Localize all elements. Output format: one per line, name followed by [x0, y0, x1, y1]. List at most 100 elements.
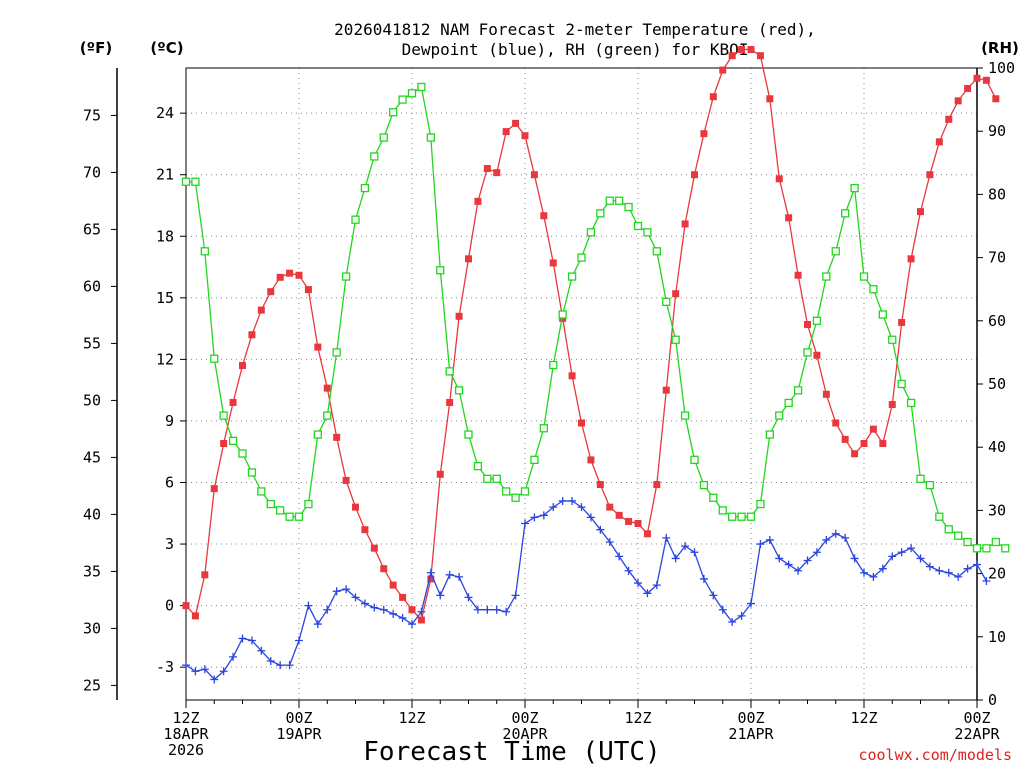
- temperature-point: [399, 593, 407, 601]
- temperature-point: [568, 372, 576, 380]
- dewpoint-point: [389, 609, 398, 618]
- dewpoint-point: [841, 533, 850, 542]
- temperature-point: [483, 165, 491, 173]
- dewpoint-point: [878, 564, 887, 573]
- rh-point: [407, 89, 417, 98]
- celsius-tick-label: 0: [165, 597, 174, 615]
- dewpoint-point: [342, 585, 351, 594]
- temperature-point: [813, 351, 821, 359]
- rh-point: [549, 360, 558, 370]
- rh-point: [784, 398, 793, 408]
- dewpoint-point: [897, 548, 906, 557]
- dewpoint-point: [295, 636, 303, 645]
- dewpoint-point: [690, 548, 699, 557]
- temperature-point: [945, 115, 953, 123]
- rh-point: [502, 487, 511, 496]
- rh-point: [473, 462, 483, 471]
- fahrenheit-tick-label: 60: [83, 277, 101, 295]
- rh-point: [643, 228, 652, 237]
- rh-point: [972, 544, 982, 553]
- temperature-point: [879, 440, 887, 448]
- rh-tick-label: 60: [988, 312, 1006, 330]
- rh-point: [426, 133, 435, 142]
- temperature-point: [493, 169, 501, 177]
- rh-point: [436, 266, 445, 275]
- dewpoint-point: [747, 599, 755, 608]
- rh-point: [351, 215, 360, 224]
- dewpoint-point: [219, 667, 228, 676]
- rh-point: [257, 487, 266, 496]
- temperature-point: [766, 95, 774, 103]
- celsius-tick-label: 18: [156, 227, 174, 245]
- chart-title-line2: Dewpoint (blue), RH (green) for KBOI: [402, 40, 749, 59]
- rh-point: [200, 247, 209, 256]
- temperature-point: [276, 273, 284, 281]
- rh-point: [709, 493, 718, 502]
- temperature-point: [625, 517, 633, 525]
- data-series: [181, 46, 1010, 684]
- dewpoint-point: [775, 554, 784, 563]
- rh-point: [294, 512, 304, 521]
- dewpoint-point: [596, 525, 605, 534]
- rh-point: [389, 108, 398, 117]
- temperature-point: [512, 119, 520, 127]
- temperature-point: [860, 440, 868, 448]
- temperature-point: [446, 398, 454, 406]
- temperature-point: [973, 74, 981, 82]
- rh-point: [191, 177, 200, 186]
- rh-point: [360, 183, 370, 193]
- dewpoint-point: [709, 591, 718, 600]
- rh-point: [210, 354, 219, 363]
- dewpoint-point: [549, 503, 558, 512]
- temperature-point: [257, 306, 265, 314]
- dewpoint-point: [445, 570, 454, 579]
- dewpoint-point: [586, 513, 595, 522]
- rh-point: [652, 247, 661, 256]
- rh-point: [577, 253, 586, 262]
- temperature-point: [352, 503, 359, 511]
- dewpoint-point: [276, 661, 285, 670]
- dewpoint-point: [963, 564, 972, 573]
- rh-point: [718, 506, 727, 515]
- temperature-point: [643, 530, 651, 538]
- x-tick-label: 00Z: [511, 709, 538, 727]
- dewpoint-point: [568, 496, 577, 505]
- rh-point: [454, 386, 464, 395]
- rh-point: [935, 512, 944, 521]
- rh-point: [247, 468, 257, 477]
- temperature-point: [738, 46, 746, 54]
- temperature-point: [304, 286, 312, 294]
- rh-point: [746, 512, 756, 521]
- dewpoint-point: [577, 503, 586, 512]
- temperature-point: [540, 212, 548, 220]
- y-axis-celsius-label: (ºC): [150, 39, 183, 57]
- rh-tick-label: 10: [988, 628, 1006, 646]
- rh-point: [756, 499, 765, 509]
- temperature-point: [267, 288, 275, 296]
- rh-tick-label: 90: [988, 122, 1006, 140]
- x-tick-label: 2026: [168, 741, 204, 759]
- temperature-point: [191, 612, 199, 620]
- dewpoint-point: [558, 496, 567, 505]
- temperature-point: [756, 52, 764, 60]
- fahrenheit-tick-label: 55: [83, 334, 101, 352]
- dewpoint-point: [662, 533, 671, 542]
- dewpoint-point: [681, 542, 690, 551]
- rh-point: [850, 183, 859, 193]
- rh-tick-label: 0: [988, 691, 997, 709]
- rh-point: [370, 152, 379, 161]
- rh-point: [464, 430, 473, 439]
- dewpoint-point: [539, 511, 548, 520]
- dewpoint-point: [417, 607, 426, 616]
- temperature-point: [898, 318, 906, 326]
- x-tick-label: 20APR: [502, 725, 548, 743]
- rh-point: [228, 436, 238, 446]
- x-tick-label: 22APR: [954, 725, 1000, 743]
- dewpoint-point: [408, 620, 416, 629]
- rh-point: [483, 474, 492, 483]
- dewpoint-point: [370, 603, 379, 612]
- rh-point: [624, 202, 633, 212]
- dewpoint-point: [925, 562, 934, 571]
- fahrenheit-tick-label: 40: [83, 505, 101, 523]
- temperature-point: [436, 470, 444, 478]
